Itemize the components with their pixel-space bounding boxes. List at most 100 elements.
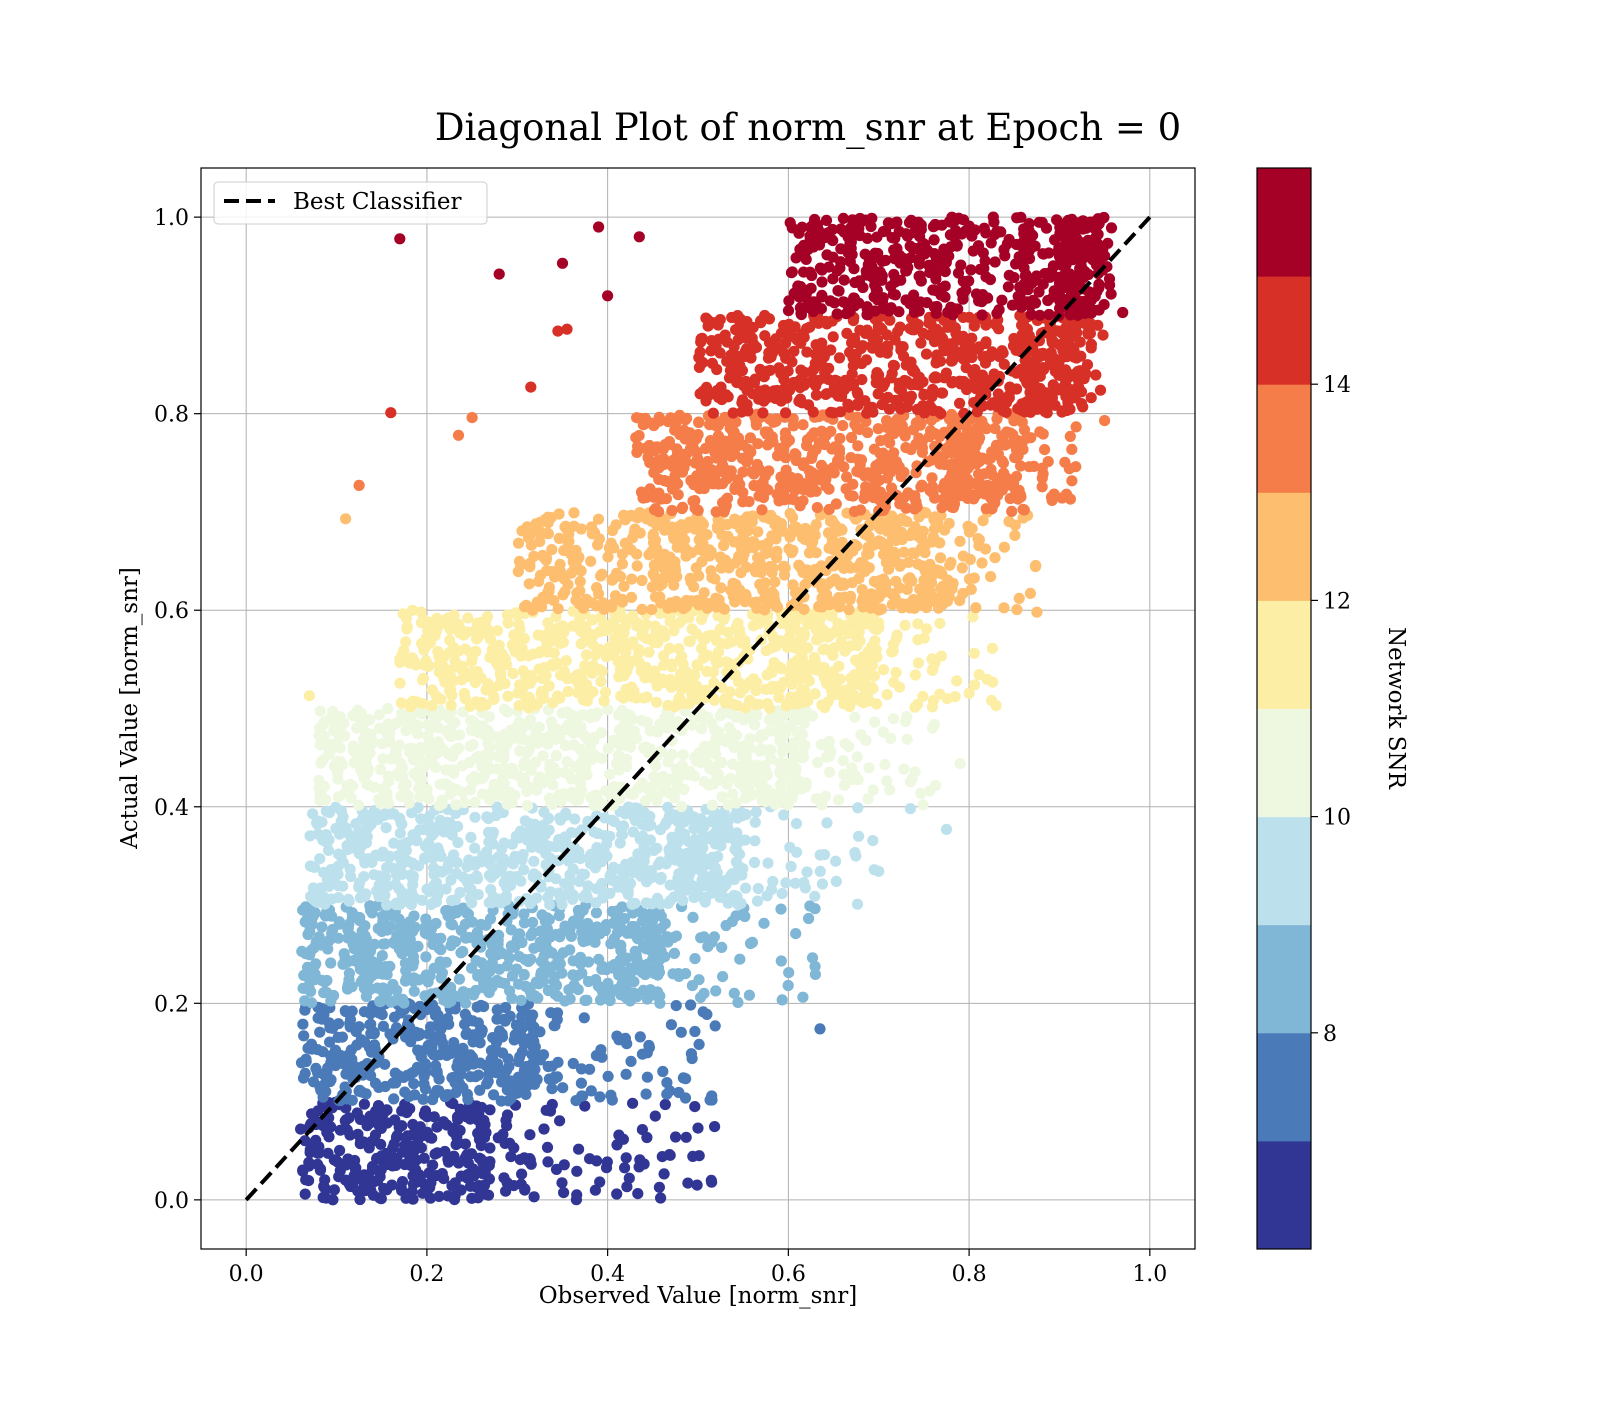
data-point <box>684 698 695 709</box>
data-point <box>387 1160 398 1171</box>
data-point <box>882 689 893 700</box>
data-point <box>314 853 325 864</box>
data-point <box>750 566 761 577</box>
data-point <box>467 1015 478 1026</box>
data-point <box>646 898 657 909</box>
data-point <box>486 897 497 908</box>
data-point <box>558 1187 569 1198</box>
data-point <box>806 530 817 541</box>
data-point <box>787 635 798 646</box>
data-point <box>408 910 419 921</box>
data-point <box>805 471 816 482</box>
data-point <box>758 918 769 929</box>
data-point <box>551 750 562 761</box>
data-point <box>591 907 602 918</box>
data-point <box>742 454 753 465</box>
data-point <box>415 813 426 824</box>
data-point <box>638 985 649 996</box>
data-point <box>333 892 344 903</box>
data-point <box>845 591 856 602</box>
data-point <box>694 1039 705 1050</box>
data-point <box>747 517 758 528</box>
data-point <box>427 1094 438 1105</box>
data-point <box>710 593 721 604</box>
data-point <box>1030 560 1041 571</box>
data-point <box>670 1131 681 1142</box>
data-point <box>758 492 769 503</box>
data-point <box>714 624 725 635</box>
data-point <box>512 1086 523 1097</box>
data-point <box>584 1153 595 1164</box>
data-point <box>718 882 729 893</box>
data-point <box>640 969 651 980</box>
data-point <box>347 1095 358 1106</box>
data-point <box>399 1087 410 1098</box>
data-point <box>621 761 632 772</box>
data-point <box>450 1087 461 1098</box>
data-point <box>635 834 646 845</box>
data-point <box>870 619 881 630</box>
data-point <box>811 634 822 645</box>
data-point <box>564 869 575 880</box>
data-point <box>767 876 778 887</box>
data-point <box>527 917 538 928</box>
data-point <box>743 444 754 455</box>
data-point <box>735 687 746 698</box>
data-point <box>586 754 597 765</box>
data-point <box>687 496 698 507</box>
data-point <box>430 1067 441 1078</box>
data-point <box>381 862 392 873</box>
data-point <box>446 1180 457 1191</box>
data-point <box>576 1090 587 1101</box>
data-point <box>304 970 315 981</box>
data-point <box>470 646 481 657</box>
data-point <box>667 461 678 472</box>
data-point <box>858 651 869 662</box>
data-point <box>566 931 577 942</box>
data-point <box>429 1111 440 1122</box>
data-point <box>621 617 632 628</box>
data-point <box>527 649 538 660</box>
data-point <box>930 780 941 791</box>
data-point <box>626 727 637 738</box>
data-point <box>620 514 631 525</box>
data-point <box>339 788 350 799</box>
data-point <box>652 680 663 691</box>
data-point <box>1005 427 1016 438</box>
data-point <box>841 620 852 631</box>
data-point <box>419 1109 430 1120</box>
data-point <box>685 669 696 680</box>
data-point <box>559 586 570 597</box>
data-point <box>778 488 789 499</box>
data-point <box>576 523 587 534</box>
data-point <box>344 896 355 907</box>
data-point <box>944 560 955 571</box>
data-point <box>819 439 830 450</box>
data-point <box>379 1059 390 1070</box>
data-point <box>334 714 345 725</box>
data-point <box>783 967 794 978</box>
data-point <box>829 519 840 530</box>
data-point <box>796 563 807 574</box>
data-point <box>776 663 787 674</box>
data-point <box>809 903 820 914</box>
data-point <box>615 739 626 750</box>
data-point <box>664 1149 675 1160</box>
data-point <box>556 1177 567 1188</box>
data-point <box>803 913 814 924</box>
data-point <box>325 957 336 968</box>
data-point <box>483 854 494 865</box>
data-point <box>469 812 480 823</box>
data-point <box>542 646 553 657</box>
data-point <box>552 690 563 701</box>
data-point <box>563 686 574 697</box>
data-point <box>810 564 821 575</box>
data-point <box>929 719 940 730</box>
data-point <box>610 914 621 925</box>
data-point <box>513 1028 524 1039</box>
data-point <box>554 1115 565 1126</box>
data-point <box>755 746 766 757</box>
data-point <box>403 897 414 908</box>
data-point <box>698 931 709 942</box>
data-point <box>501 894 512 905</box>
